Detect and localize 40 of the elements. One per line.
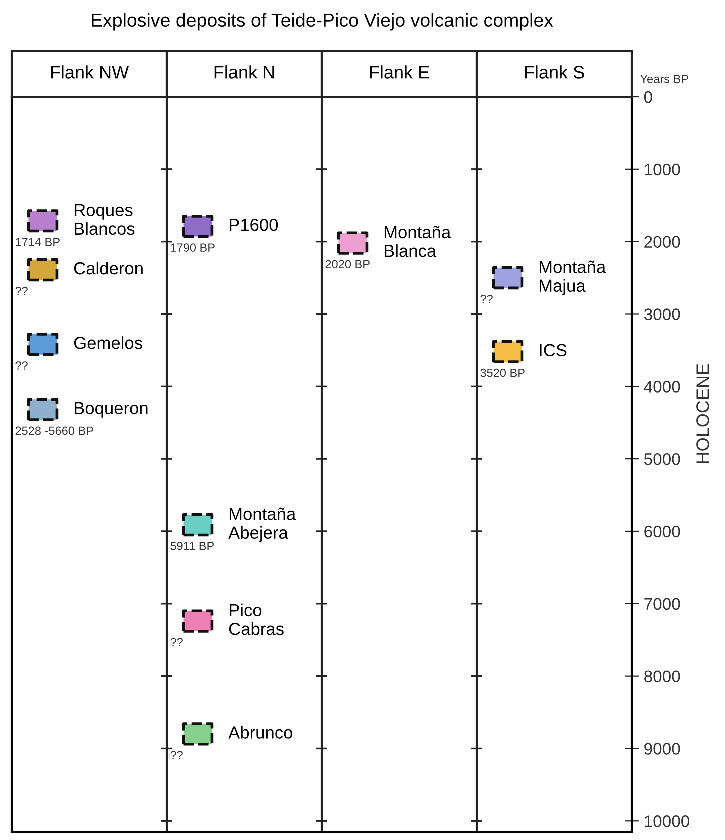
x-tick-label: Flank NW <box>51 66 130 79</box>
y-tick-label: 10000 <box>645 816 690 828</box>
y-tick-label: 2000 <box>644 236 680 248</box>
data-label: ?? <box>480 295 493 304</box>
series-label: Montaña Blanca <box>384 226 452 258</box>
series-label: Montaña Abejera <box>228 508 296 542</box>
series-label: Calderon <box>74 262 143 275</box>
data-label: 1714 BP <box>16 238 60 246</box>
series-label: Pico Cabras <box>229 604 284 636</box>
data-label: 5911 BP <box>170 542 214 550</box>
data-label: 1790 BP <box>171 244 215 252</box>
x-tick-label: Flank S <box>525 66 584 79</box>
y-tick-label: 1000 <box>645 164 680 176</box>
y-tick-label: 6000 <box>644 526 680 538</box>
y-tick-label: 8000 <box>644 670 680 683</box>
y-tick-label: 3000 <box>644 308 680 320</box>
y-axis-title: Years BP <box>640 75 688 84</box>
x-tick-label: Flank E <box>370 66 430 79</box>
data-label: 2528 -5660 BP <box>16 426 94 436</box>
text: HOLOCENE <box>696 364 710 464</box>
series-label: Montaña Majua <box>540 260 606 296</box>
y-tick-label: 4000 <box>644 381 680 393</box>
y-tick-label: 5000 <box>644 453 680 466</box>
series-label: Boqueron <box>74 402 148 418</box>
data-label: ?? <box>16 287 28 296</box>
y-tick-label: 7000 <box>644 598 680 610</box>
y-tick-label: 9000 <box>644 743 680 755</box>
series-label: Abrunco <box>228 726 292 739</box>
data-label: ?? <box>170 638 183 646</box>
series-label: P1600 <box>230 218 278 232</box>
chart-title: Explosive deposits of Teide-Pico Viejo volcanic complex <box>92 13 554 31</box>
series-label: Gemelos <box>74 336 142 350</box>
series-label: ICS <box>540 344 567 357</box>
data-label: 2020 BP <box>326 260 370 269</box>
data-label: ?? <box>16 362 28 370</box>
y-tick-label: 0 <box>644 91 652 104</box>
x-tick-label: Flank N <box>214 66 274 79</box>
data-label: 3520 BP <box>480 368 525 378</box>
data-label: ?? <box>170 751 183 760</box>
series-label: Roques Blancos <box>74 204 135 236</box>
